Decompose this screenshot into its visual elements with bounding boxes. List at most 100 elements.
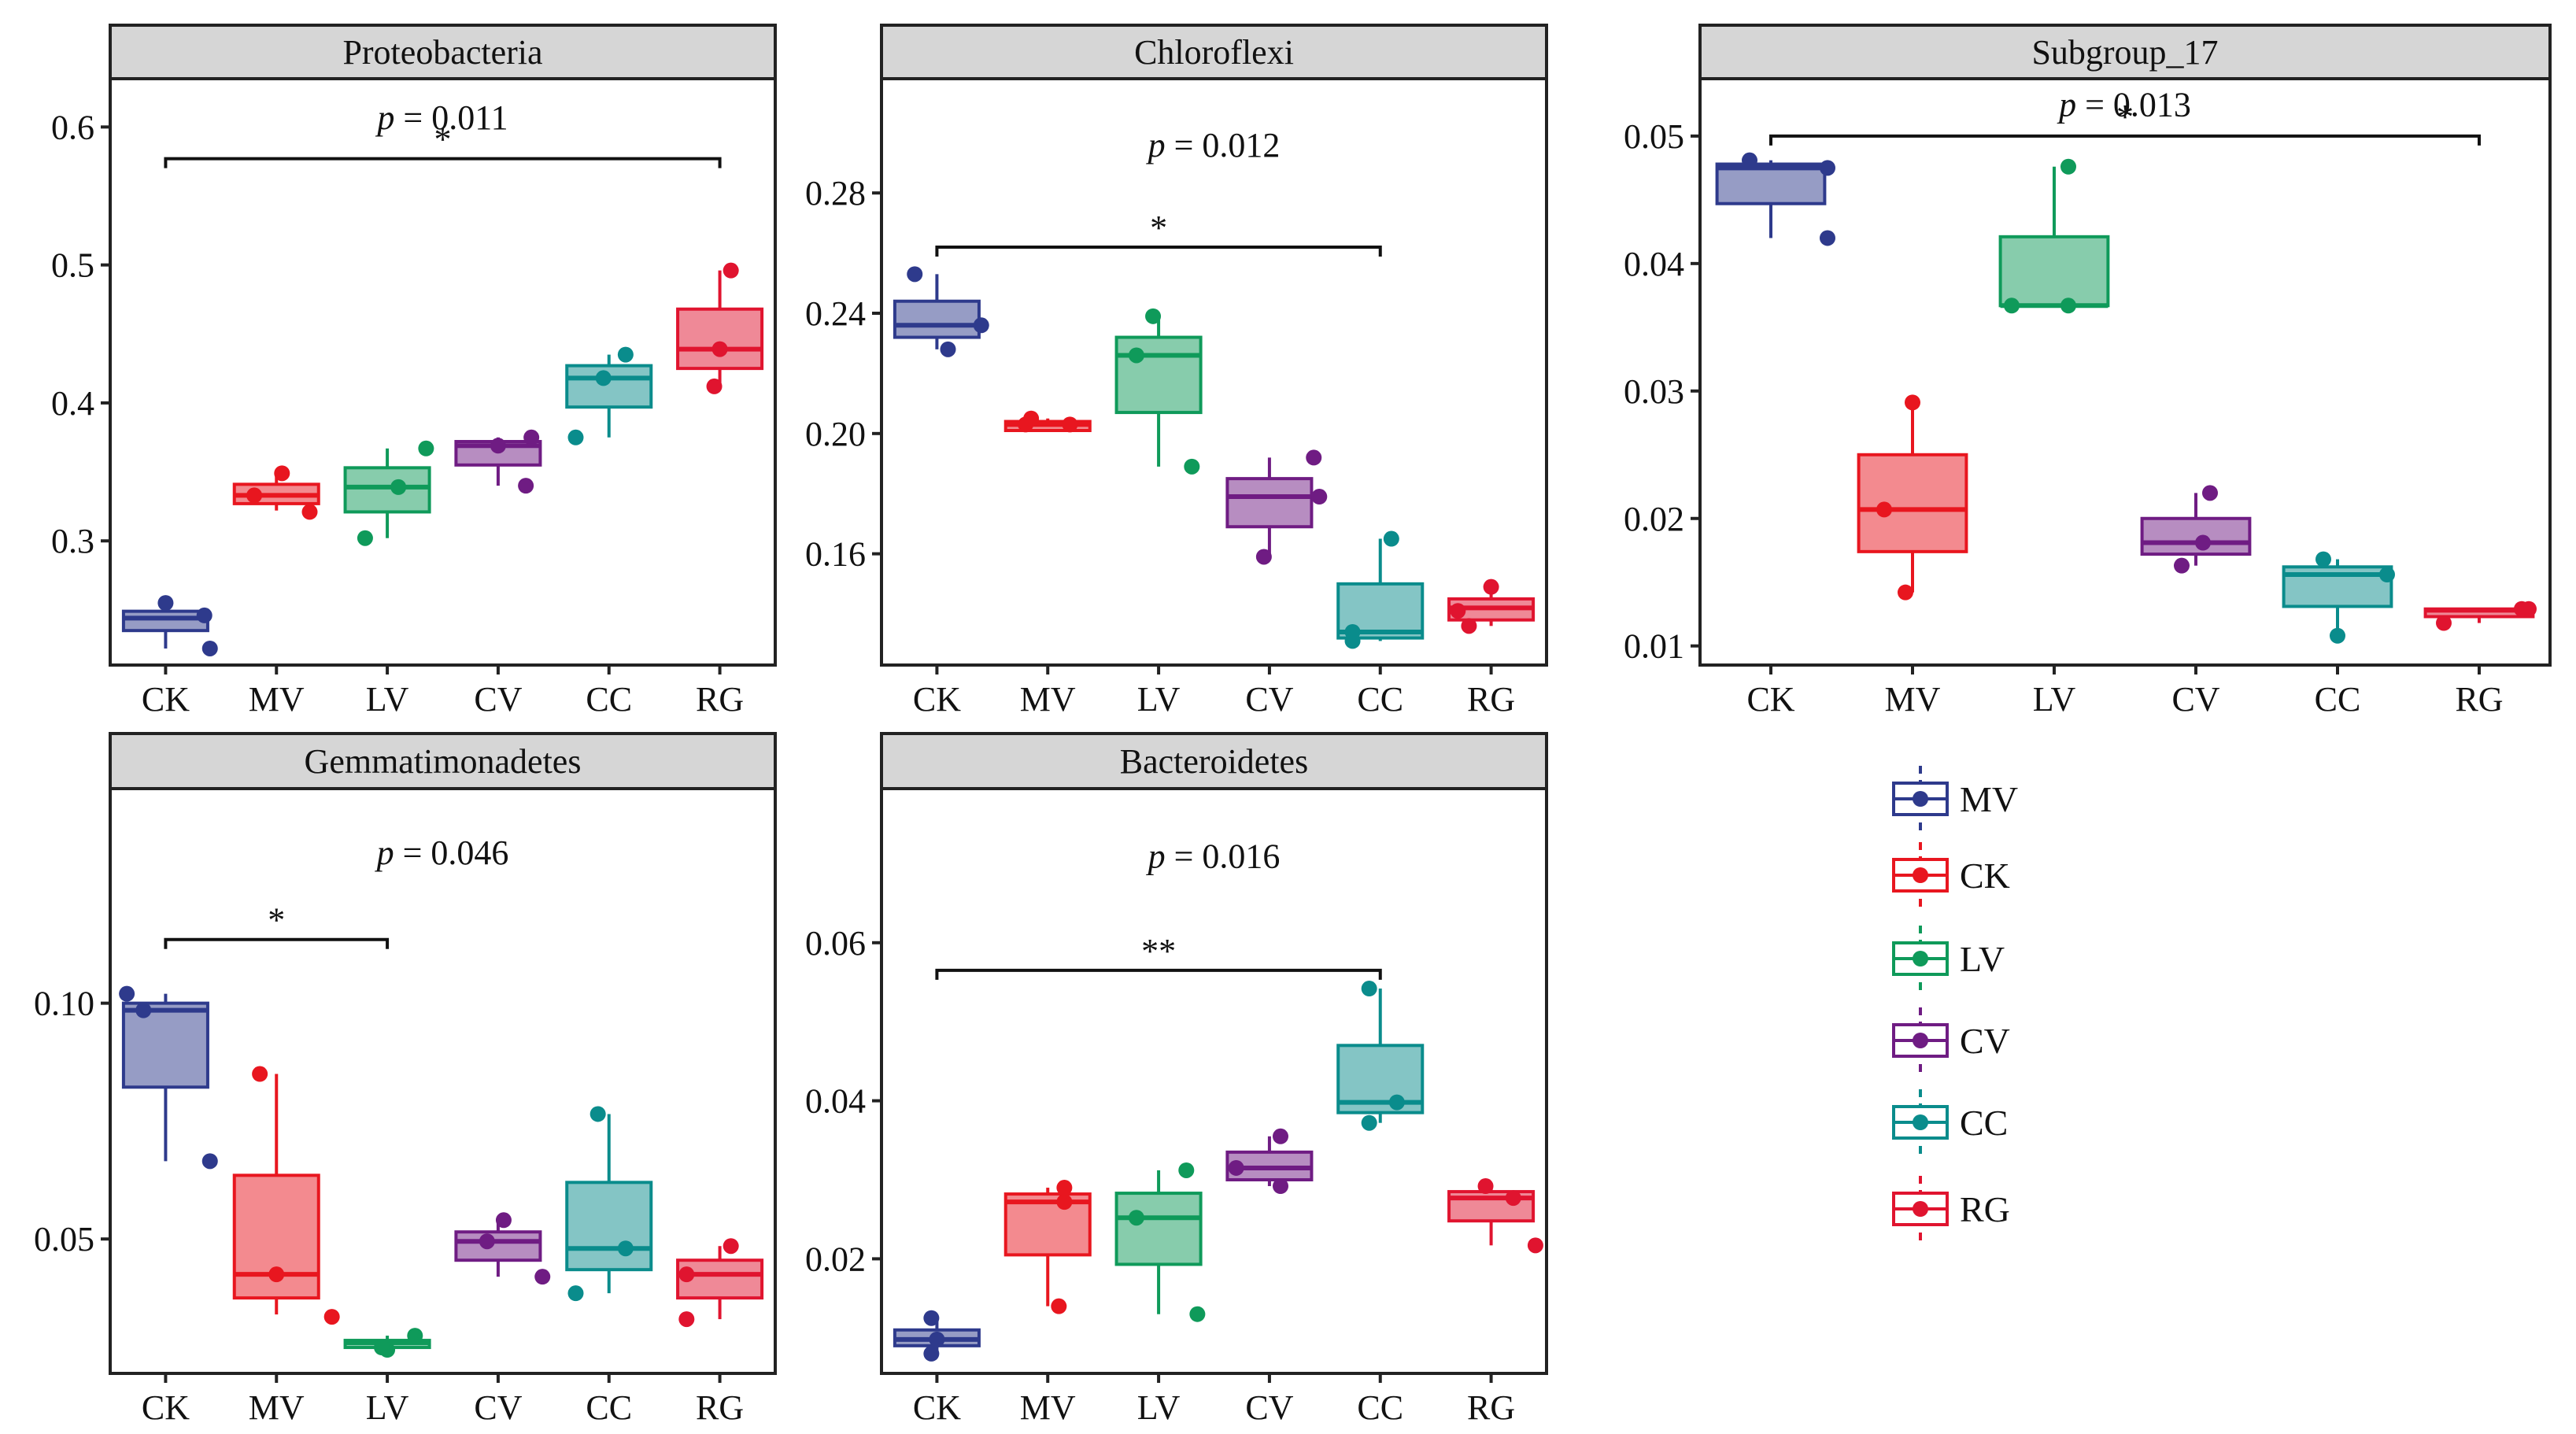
x-tick-label: MV [1020, 1388, 1076, 1427]
data-point [973, 317, 989, 334]
data-point [390, 479, 407, 495]
box-iqr [1715, 162, 1827, 205]
data-point [1483, 578, 1499, 595]
x-tick-label: CC [2315, 680, 2361, 719]
data-point [1306, 449, 1322, 466]
data-point [711, 341, 728, 357]
legend-item-rg: RG [1892, 1176, 2010, 1242]
data-point [301, 504, 318, 520]
box-iqr [565, 1181, 653, 1272]
y-tick-label: 0.03 [1624, 372, 1684, 411]
x-tick-label: CV [2171, 680, 2219, 719]
legend-item-mv: MV [1892, 766, 2018, 832]
data-point [929, 1331, 945, 1347]
data-point [923, 1310, 940, 1326]
panel-gemmatimonadetes: Gemmatimonadetes 0.05 0.10 CK MV LV CV CC RG p = … [34, 732, 777, 1427]
legend-label: MV [1960, 779, 2018, 819]
data-point [323, 1309, 340, 1325]
box-rg [676, 270, 764, 386]
facet-title: Gemmatimonadetes [305, 742, 582, 781]
x-tick-label: LV [2033, 680, 2076, 719]
legend-label: RG [1960, 1189, 2010, 1229]
p-value-label: p = 0.011 [375, 98, 508, 137]
data-point [1898, 584, 1913, 601]
data-point [1527, 1237, 1543, 1254]
data-point [567, 429, 584, 445]
plot-frame [109, 77, 777, 667]
plot-frame [880, 787, 1548, 1375]
x-tick-label: LV [366, 1388, 409, 1427]
data-point [246, 487, 263, 504]
significance-bracket [164, 157, 722, 168]
data-point [2330, 627, 2345, 644]
significance-label: * [2116, 98, 2134, 136]
facet-strip [109, 24, 777, 80]
x-tick-label: RG [1467, 680, 1515, 719]
data-point [418, 440, 434, 456]
p-symbol: p [375, 833, 403, 872]
data-point [119, 985, 135, 1002]
data-point [1273, 1128, 1288, 1144]
legend-key-point [1913, 867, 1928, 883]
data-point [1876, 501, 1892, 518]
y-tick-label: 0.3 [51, 522, 94, 560]
box-iqr [1114, 335, 1203, 415]
data-point [617, 346, 634, 363]
data-point [2174, 557, 2190, 574]
x-tick-label: LV [1137, 680, 1181, 719]
x-tick-label: MV [1020, 680, 1076, 719]
facet-title: Subgroup_17 [2031, 33, 2218, 72]
x-tick-label: CC [586, 1388, 632, 1427]
panel-subgroup-17: Subgroup_17 0.01 0.02 0.03 0.04 0.05 CK MV LV CV C… [1624, 24, 2552, 719]
x-tick-label: CV [1245, 1388, 1293, 1427]
box-iqr [893, 299, 981, 339]
data-point [617, 1240, 634, 1257]
p-symbol: p [375, 98, 403, 137]
y-tick-label: 0.04 [805, 1082, 866, 1121]
p-value-label: p = 0.012 [1146, 126, 1281, 164]
data-point [1023, 410, 1040, 427]
data-point [723, 262, 739, 279]
x-tick-label: CK [1746, 680, 1794, 719]
box-ck [121, 993, 209, 1162]
data-point [357, 530, 373, 546]
x-tick-label: CK [142, 680, 190, 719]
data-point [495, 1212, 512, 1229]
data-point [1255, 549, 1272, 565]
p-value-text: = 0.046 [403, 833, 509, 872]
plot-frame [109, 787, 777, 1375]
box-iqr [121, 609, 209, 633]
data-point [2004, 298, 2020, 314]
box-cc [565, 354, 653, 438]
y-tick-label: 0.4 [51, 384, 94, 423]
data-point [2060, 298, 2076, 314]
data-point [523, 429, 540, 445]
box-iqr [121, 1001, 209, 1089]
data-point [1051, 1298, 1067, 1314]
data-point [1477, 1178, 1494, 1195]
box-cv [2140, 493, 2252, 566]
data-point [1820, 230, 1835, 246]
significance-bracket [935, 245, 1382, 257]
y-tick-label: 0.01 [1624, 627, 1684, 666]
box-cc [2282, 559, 2393, 636]
legend-label: CC [1960, 1103, 2008, 1143]
legend-key-point [1913, 1114, 1928, 1130]
y-tick-label: 0.16 [805, 535, 866, 574]
legend-label: LV [1960, 939, 2005, 979]
p-value-text: = 0.012 [1174, 126, 1281, 164]
legend-key-point [1913, 1033, 1928, 1048]
box-mv [1003, 1188, 1092, 1306]
y-tick-label: 0.10 [34, 985, 94, 1023]
box-rg [1447, 1186, 1536, 1246]
x-tick-label: RG [696, 1388, 744, 1427]
panel-bacteroidetes: Bacteroidetes 0.02 0.04 0.06 CK MV LV CV CC RG p =… [805, 732, 1548, 1427]
data-point [1062, 416, 1078, 433]
x-tick-label: RG [1467, 1388, 1515, 1427]
box-iqr [676, 307, 764, 371]
data-point [1344, 633, 1361, 649]
p-value-label: p = 0.016 [1146, 837, 1281, 875]
box-rg [676, 1246, 764, 1320]
data-point [1820, 160, 1835, 176]
